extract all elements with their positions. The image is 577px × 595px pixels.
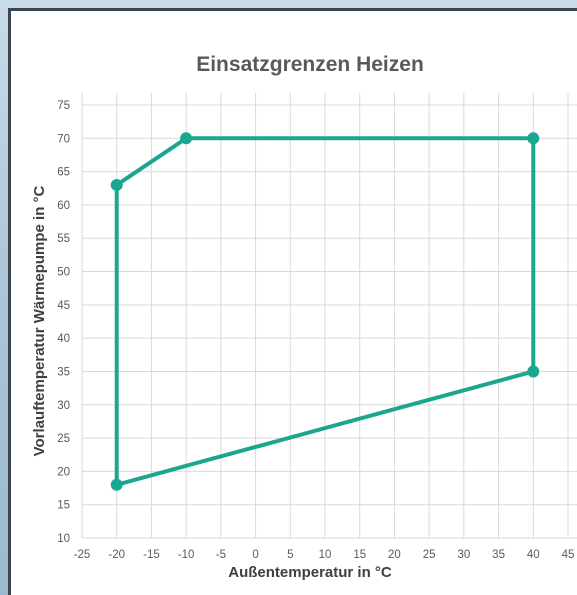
x-tick-label: 5: [287, 549, 293, 561]
y-tick-label: 65: [57, 167, 70, 179]
y-tick-label: 50: [57, 267, 70, 279]
y-tick-label: 30: [57, 400, 70, 412]
y-tick-label: 20: [57, 466, 70, 478]
x-tick-label: 40: [527, 549, 540, 561]
x-tick-label: -5: [216, 549, 226, 561]
x-tick-label: 35: [492, 549, 505, 561]
x-tick-label: -15: [143, 549, 160, 561]
x-tick-label: 15: [353, 549, 366, 561]
series-line: [114, 136, 536, 487]
y-tick-label: 10: [57, 533, 70, 545]
chart-title: Einsatzgrenzen Heizen: [196, 53, 424, 76]
y-tick-label: 45: [57, 300, 70, 312]
y-tick-label: 15: [57, 500, 70, 512]
data-point: [180, 132, 193, 145]
data-series: [110, 132, 540, 491]
x-tick-label: 30: [457, 549, 470, 561]
y-tick-label: 25: [57, 433, 70, 445]
y-tick-labels: 10 15 20 25 30 35 40 45 50 55 60 65 70 75: [57, 100, 70, 545]
x-tick-label: 10: [319, 549, 332, 561]
x-tick-label: 25: [423, 549, 436, 561]
x-tick-label: 45: [562, 549, 575, 561]
x-tick-label: -20: [108, 549, 125, 561]
data-point: [110, 178, 123, 191]
y-tick-label: 70: [57, 133, 70, 145]
chart-frame: Einsatzgrenzen Heizen 10 15 20 25 30 35 40 45 50…: [8, 8, 577, 595]
x-tick-label: -10: [178, 549, 195, 561]
y-axis-title: Vorlauftemperatur Wärmepumpe in °C: [31, 185, 48, 456]
x-tick-label: 0: [252, 549, 258, 561]
data-point: [110, 478, 123, 491]
y-tick-label: 75: [57, 100, 70, 112]
x-tick-label: 20: [388, 549, 401, 561]
data-point: [527, 365, 540, 378]
x-tick-label: -25: [74, 549, 91, 561]
x-tick-labels: -25 -20 -15 -10 -5 0 5 10 15 20 25 30 35 40 45: [74, 549, 575, 561]
data-point: [527, 132, 540, 145]
y-tick-label: 55: [57, 233, 70, 245]
y-tick-label: 35: [57, 366, 70, 378]
chart-canvas: Einsatzgrenzen Heizen 101520253035404550…: [31, 53, 577, 581]
x-axis-title: Außentemperatur in °C: [228, 564, 392, 581]
y-tick-label: 60: [57, 200, 70, 212]
y-tick-label: 40: [57, 333, 70, 345]
